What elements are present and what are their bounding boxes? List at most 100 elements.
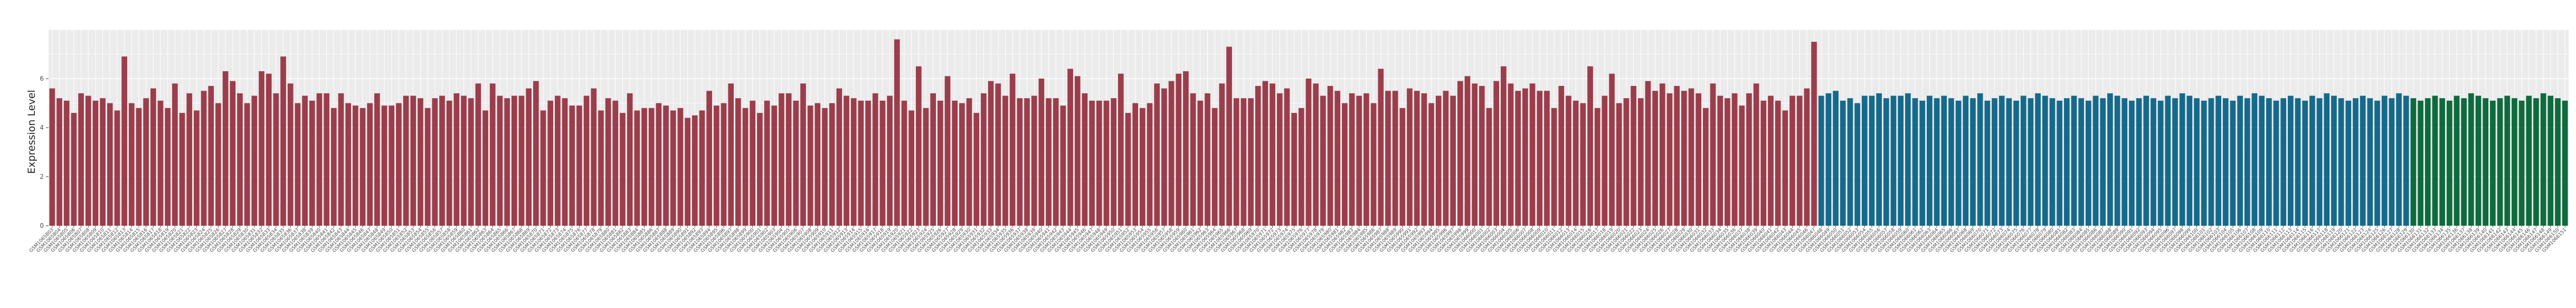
bar-GSM1065940 xyxy=(1038,79,1045,226)
bar-GSM1065849 xyxy=(381,105,387,226)
bar-GSM1066091 xyxy=(2129,100,2135,226)
bar-GSM1065890 xyxy=(677,108,684,226)
bar-GSM1065922 xyxy=(908,110,914,226)
bar-GSM1065901 xyxy=(757,113,763,226)
bar-GSM1065914 xyxy=(850,98,857,226)
bar-GSM1065825 xyxy=(208,85,214,226)
bar-GSM1066022 xyxy=(1631,85,1636,226)
bar-GSM1066052 xyxy=(1847,98,1853,226)
bar-GSM1065988 xyxy=(1385,91,1391,226)
bar-GSM1066021 xyxy=(1623,98,1630,226)
bar-GSM1066102 xyxy=(2208,98,2214,226)
bar-GSM1065828 xyxy=(230,81,236,226)
bar-GSM1065917 xyxy=(872,93,878,226)
bar-GSM1065991 xyxy=(1407,88,1413,226)
bar-GSM1065934 xyxy=(995,83,1001,226)
bar-GSM1065854 xyxy=(418,98,423,226)
bar-GSM1066111 xyxy=(2273,100,2279,226)
bar-GSM1065945 xyxy=(1074,76,1081,226)
bar-GSM1065935 xyxy=(1002,95,1008,226)
bar-GSM1065926 xyxy=(937,100,943,226)
bar-GSM1065859 xyxy=(453,93,460,226)
bar-GSM1065997 xyxy=(1450,95,1456,226)
bar-GSM1066050 xyxy=(1833,91,1839,226)
bar-GSM1066014 xyxy=(1573,100,1579,226)
bar-GSM1065881 xyxy=(612,100,619,226)
bar-GSM1066116 xyxy=(2309,95,2315,226)
bar-GSM1065805 xyxy=(63,100,70,226)
bar-GSM1065900 xyxy=(750,100,756,226)
bar-GSM1065998 xyxy=(1457,81,1463,226)
bar-GSM1066023 xyxy=(1637,98,1644,226)
bar-GSM1066035 xyxy=(1725,98,1730,226)
bar-GSM1065976 xyxy=(1298,108,1304,226)
bar-GSM1065897 xyxy=(728,83,734,226)
bar-GSM1066039 xyxy=(1753,83,1759,226)
bar-GSM1065852 xyxy=(403,95,409,226)
bar-GSM1065847 xyxy=(367,103,373,226)
bar-GSM1065838 xyxy=(302,95,308,226)
bar-GSM1066001 xyxy=(1479,85,1485,226)
bar-GSM1066010 xyxy=(1544,91,1550,226)
bar-GSM1065967 xyxy=(1233,98,1239,226)
bar-GSM1066132 xyxy=(2425,98,2431,226)
bar-GSM1065943 xyxy=(1060,105,1066,226)
bar-GSM1065822 xyxy=(186,93,193,226)
bar-GSM1066107 xyxy=(2244,98,2250,226)
bar-GSM1066089 xyxy=(2114,95,2120,226)
bar-GSM1065844 xyxy=(345,103,352,226)
bar-GSM1066036 xyxy=(1731,93,1738,226)
bar-GSM1066078 xyxy=(2035,93,2041,226)
bar-GSM1065891 xyxy=(685,118,690,226)
bar-GSM1065806 xyxy=(71,113,77,226)
bar-GSM1066100 xyxy=(2194,98,2200,226)
bar-GSM1065835 xyxy=(280,56,286,226)
bar-GSM1065893 xyxy=(699,110,705,226)
bar-GSM1065837 xyxy=(295,103,301,226)
bar-GSM1066118 xyxy=(2324,93,2330,226)
bar-GSM1065918 xyxy=(879,100,886,226)
bar-GSM1066044 xyxy=(1789,95,1795,226)
y-axis: 0 2 4 6 xyxy=(40,75,49,229)
bar-GSM1066049 xyxy=(1825,93,1832,226)
bar-GSM1065974 xyxy=(1284,88,1290,226)
bar-GSM1066040 xyxy=(1760,100,1767,226)
bar-GSM1066131 xyxy=(2418,100,2423,226)
bar-GSM1066038 xyxy=(1746,93,1752,226)
bar-GSM1066063 xyxy=(1927,95,1933,226)
bar-GSM1065816 xyxy=(143,98,149,226)
bar-GSM1065815 xyxy=(136,108,142,226)
bar-GSM1066142 xyxy=(2497,98,2503,226)
bar-GSM1066133 xyxy=(2432,95,2438,226)
bar-GSM1065867 xyxy=(511,95,517,226)
bar-GSM1066075 xyxy=(2013,100,2019,226)
bar-GSM1065999 xyxy=(1464,76,1471,226)
bar-GSM1065927 xyxy=(944,76,951,226)
bar-GSM1066069 xyxy=(1970,98,1976,226)
bar-GSM1066017 xyxy=(1594,108,1600,226)
bar-GSM1066145 xyxy=(2518,100,2525,226)
bar-GSM1065996 xyxy=(1443,91,1449,226)
bar-GSM1065868 xyxy=(518,95,525,226)
bar-GSM1066007 xyxy=(1522,88,1528,226)
bar-GSM1065921 xyxy=(901,100,907,226)
bar-GSM1065994 xyxy=(1428,103,1434,226)
bar-GSM1066024 xyxy=(1645,81,1651,226)
bar-GSM1065942 xyxy=(1053,98,1059,226)
bar-GSM1066043 xyxy=(1782,110,1788,226)
bar-GSM1066067 xyxy=(1955,100,1962,226)
bar-GSM1066081 xyxy=(2057,100,2062,226)
bar-GSM1065920 xyxy=(894,39,900,226)
bar-GSM1066093 xyxy=(2143,95,2149,226)
bar-GSM1066105 xyxy=(2230,100,2236,226)
bar-GSM1066074 xyxy=(2006,98,2012,226)
bar-GSM1065995 xyxy=(1435,95,1442,226)
bar-GSM1065834 xyxy=(273,93,279,226)
bar-GSM1065808 xyxy=(85,95,91,226)
bar-GSM1066011 xyxy=(1551,108,1557,226)
bar-GSM1065951 xyxy=(1118,73,1124,226)
bar-GSM1066064 xyxy=(1934,98,1940,226)
bar-GSM1065861 xyxy=(468,98,474,226)
bar-GSM1066138 xyxy=(2468,93,2474,226)
bar-GSM1066088 xyxy=(2107,93,2113,226)
